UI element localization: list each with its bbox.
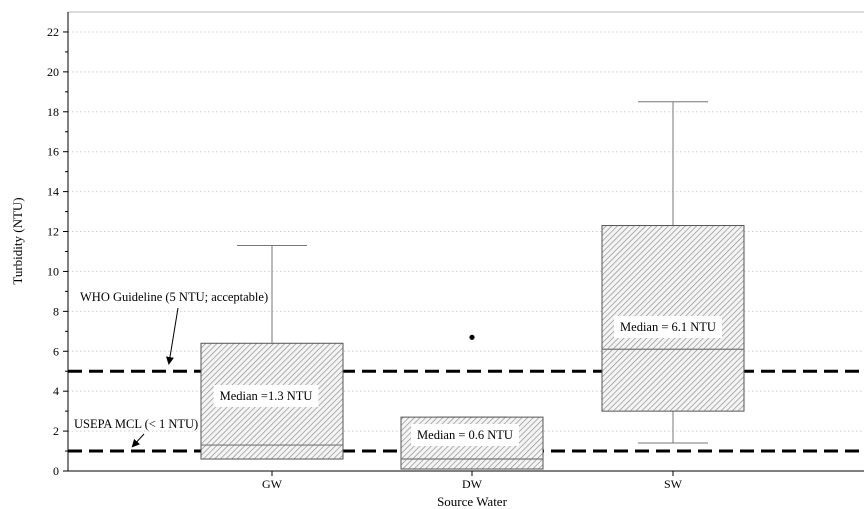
y-tick-label-18: 18 xyxy=(47,105,59,119)
y-tick-label-8: 8 xyxy=(53,304,59,318)
y-tick-label-12: 12 xyxy=(47,225,59,239)
reference-arrow-1 xyxy=(131,433,145,448)
box-gw xyxy=(200,244,344,460)
x-tick-label-sw: SW xyxy=(664,477,683,491)
y-tick-label-6: 6 xyxy=(53,344,59,358)
labels: 0 2 4 6 8 10 12 14 16 18 20 22 GW DW SW Median =1.3 NTU… xyxy=(47,25,722,491)
box-dw xyxy=(400,334,544,470)
y-tick-label-14: 14 xyxy=(47,185,59,199)
reference-label-0: WHO Guideline (5 NTU; acceptable) xyxy=(80,290,268,304)
x-tick-label-dw: DW xyxy=(462,477,483,491)
x-tick-label-gw: GW xyxy=(262,477,283,491)
y-tick-label-0: 0 xyxy=(53,464,59,478)
outlier-dw-0 xyxy=(469,334,475,340)
median-label-bg-sw xyxy=(614,316,722,338)
y-tick-label-10: 10 xyxy=(47,264,59,278)
median-label-bg-gw xyxy=(213,385,319,407)
y-tick-label-16: 16 xyxy=(47,145,59,159)
y-tick-label-20: 20 xyxy=(47,65,59,79)
median-label-dw: Median = 0.6 NTU xyxy=(417,428,513,442)
y-axis-title: Turbidity (NTU) xyxy=(10,197,25,284)
reference-label-1: USEPA MCL (< 1 NTU) xyxy=(74,417,198,431)
median-label-bg-dw xyxy=(411,424,519,446)
y-tick-label-22: 22 xyxy=(47,25,59,39)
axes xyxy=(67,12,864,472)
median-label-sw: Median = 6.1 NTU xyxy=(620,320,716,334)
y-tick-label-2: 2 xyxy=(53,424,59,438)
y-tick-label-4: 4 xyxy=(53,384,59,398)
x-axis-title: Source Water xyxy=(437,494,507,509)
box-sw xyxy=(601,101,745,444)
median-label-gw: Median =1.3 NTU xyxy=(220,389,313,403)
reference-arrow-0 xyxy=(166,307,179,365)
boxes xyxy=(200,101,745,470)
